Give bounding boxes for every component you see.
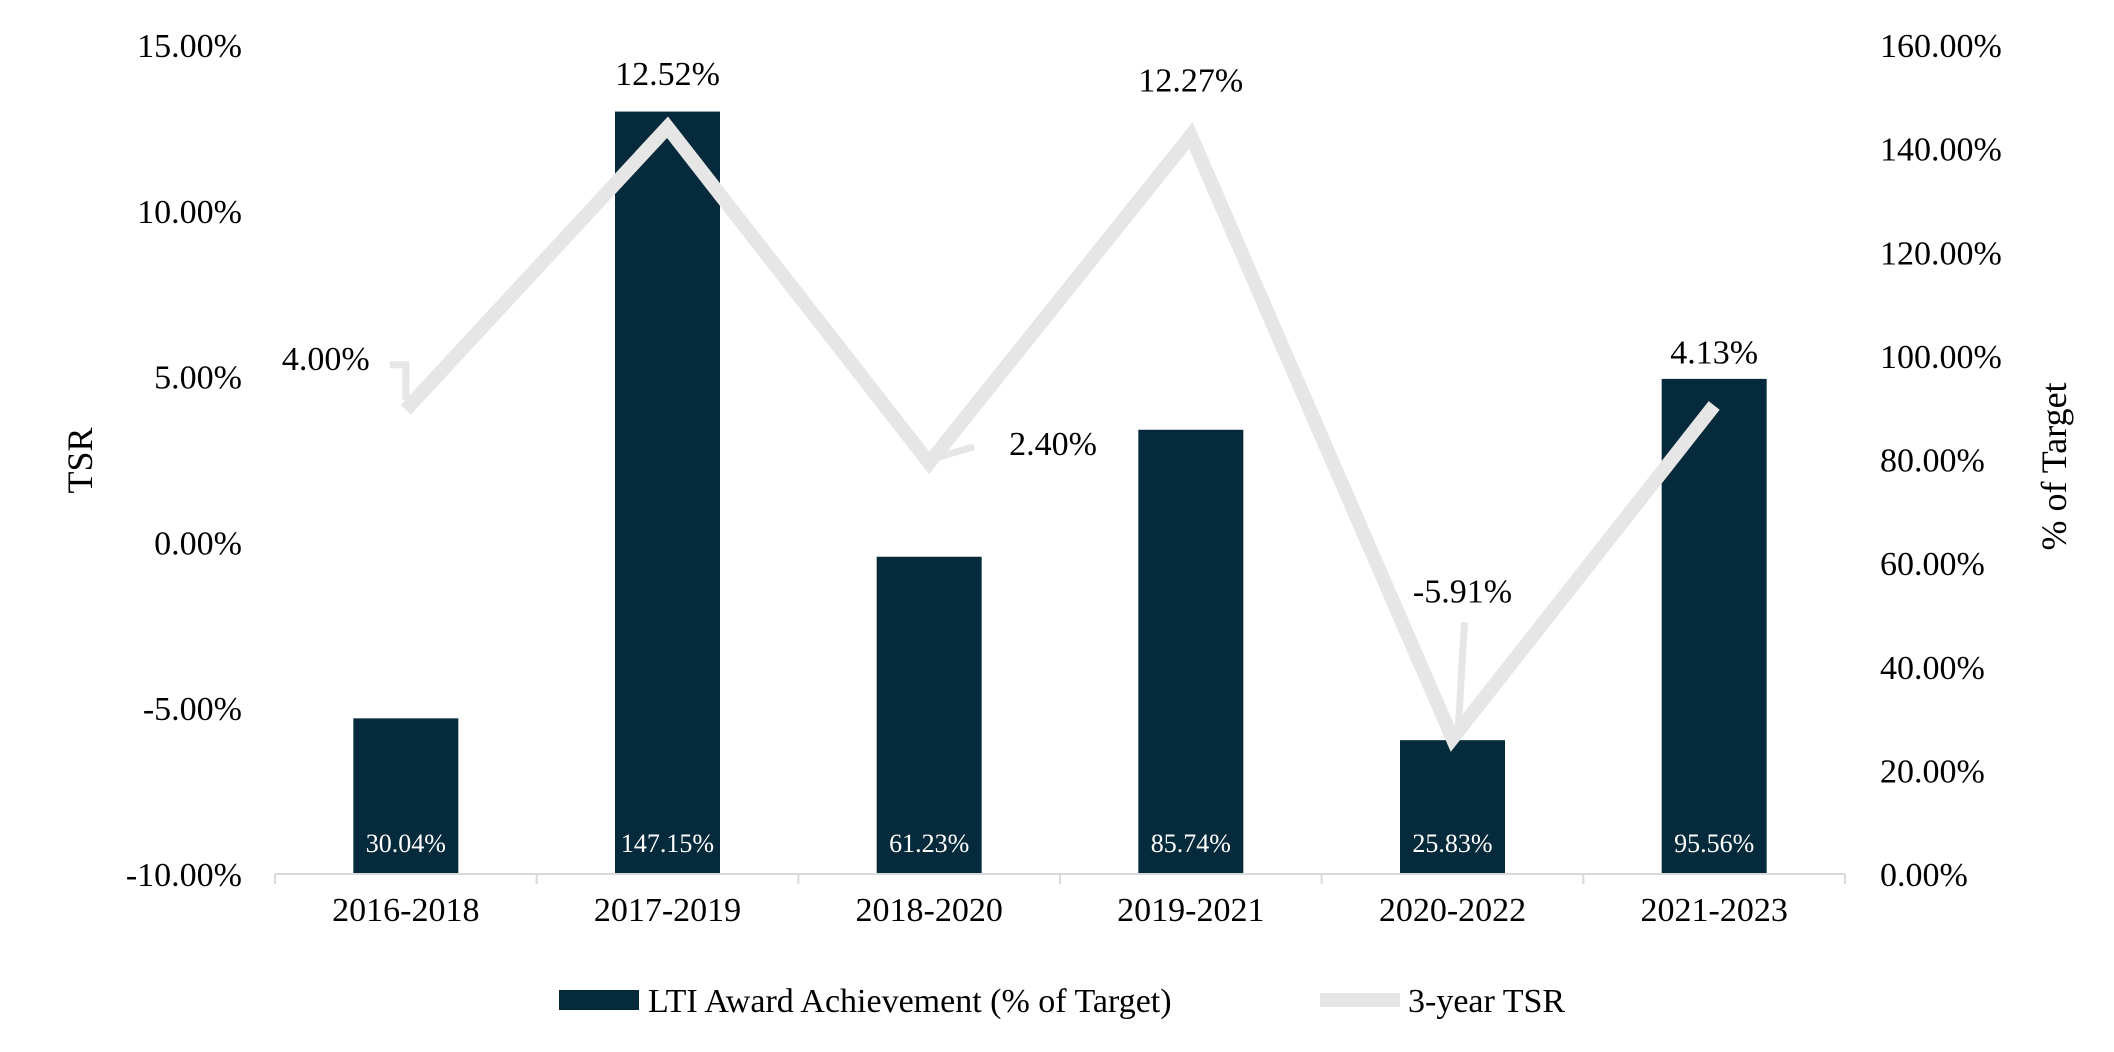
x-tick-label-2020-2022: 2020-2022	[1379, 892, 1526, 929]
right-tick-label: 80.00%	[1880, 443, 1985, 480]
x-tick-label-2017-2019: 2017-2019	[594, 892, 741, 929]
bar-2021-2023	[1661, 378, 1767, 874]
bar-2017-2019	[615, 111, 720, 875]
left-tick-label: -10.00%	[126, 857, 242, 894]
bar-label-2021-2023: 95.56%	[1674, 829, 1754, 858]
right-tick-label: 100.00%	[1880, 339, 2002, 376]
tsr-label-2018-2020: 2.40%	[1009, 426, 1097, 463]
right-tick-label: 120.00%	[1880, 235, 2002, 272]
legend-swatch-lti	[559, 990, 639, 1010]
bar-label-2019-2021: 85.74%	[1151, 829, 1231, 858]
axis-layer: 2016-2018 2017-2019 2018-2020 2019-2021 2020…	[60, 28, 2074, 929]
x-tick-label-2021-2023: 2021-2023	[1641, 892, 1788, 929]
left-axis-title: TSR	[60, 427, 100, 493]
tsr-leader-2016-2018	[389, 361, 410, 400]
left-tick-label: 0.00%	[154, 525, 242, 562]
right-tick-label: 20.00%	[1880, 753, 1985, 790]
bars-layer	[353, 111, 1767, 875]
left-tick-label: 10.00%	[137, 194, 242, 231]
right-tick-label: 60.00%	[1880, 546, 1985, 583]
left-tick-label: -5.00%	[143, 691, 242, 728]
right-tick-label: 40.00%	[1880, 650, 1985, 687]
line-layer	[389, 116, 1720, 752]
legend-label-lti: LTI Award Achievement (% of Target)	[648, 983, 1172, 1020]
bar-2016-2018	[353, 718, 459, 874]
label-layer: 30.04% 147.15% 61.23% 85.74% 25.83% 95.56% 4.0…	[282, 56, 1758, 858]
x-tick-label-2018-2020: 2018-2020	[856, 892, 1003, 929]
tsr-label-2019-2021: 12.27%	[1138, 63, 1243, 100]
left-tick-label: 5.00%	[154, 360, 242, 397]
tsr-label-2016-2018: 4.00%	[282, 341, 370, 378]
bar-label-2018-2020: 61.23%	[889, 829, 969, 858]
bar-label-2016-2018: 30.04%	[366, 829, 446, 858]
tsr-label-2020-2022: -5.91%	[1413, 573, 1512, 610]
right-tick-label: 0.00%	[1880, 857, 1968, 894]
tsr-label-2017-2019: 12.52%	[615, 56, 720, 93]
right-axis-title: % of Target	[2034, 382, 2074, 550]
bar-2020-2022	[1400, 740, 1505, 874]
x-tick-label-2019-2021: 2019-2021	[1117, 892, 1264, 929]
legend-label-tsr: 3-year TSR	[1408, 983, 1565, 1020]
bar-label-2017-2019: 147.15%	[621, 829, 714, 858]
left-tick-label: 15.00%	[137, 28, 242, 65]
right-tick-label: 160.00%	[1880, 28, 2002, 65]
tsr-line	[400, 116, 1720, 752]
tsr-label-2021-2023: 4.13%	[1670, 334, 1758, 371]
bar-label-2020-2022: 25.83%	[1412, 829, 1492, 858]
bar-2018-2020	[876, 556, 982, 874]
bar-2019-2021	[1138, 429, 1244, 874]
legend: LTI Award Achievement (% of Target) 3-yea…	[559, 983, 1565, 1020]
tsr-leader-2020-2022	[1455, 622, 1468, 725]
right-tick-label: 140.00%	[1880, 132, 2002, 169]
tsr-leader-2018-2020	[938, 443, 976, 461]
x-tick-label-2016-2018: 2016-2018	[332, 892, 479, 929]
